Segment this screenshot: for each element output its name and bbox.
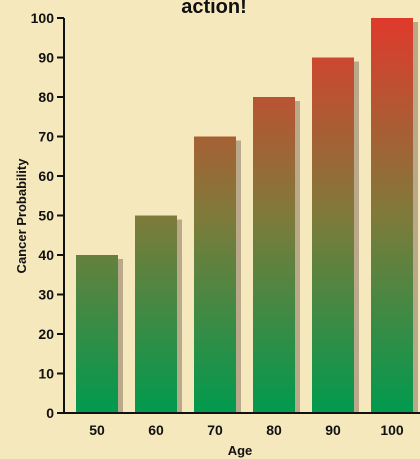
y-tick-label: 80 xyxy=(38,89,54,105)
x-axis-title: Age xyxy=(228,443,253,458)
y-tick-label: 0 xyxy=(46,405,54,421)
x-tick-label: 70 xyxy=(207,422,223,438)
bars xyxy=(76,18,413,413)
y-axis-ticks: 0 10 20 30 40 50 60 70 80 90 100 xyxy=(31,10,64,421)
bar-80 xyxy=(253,97,295,413)
bar-100 xyxy=(371,18,413,413)
x-axis-ticks: 50 60 70 80 90 100 xyxy=(89,422,404,438)
y-tick-label: 10 xyxy=(38,366,54,382)
x-tick-label: 60 xyxy=(148,422,164,438)
y-tick-label: 20 xyxy=(38,326,54,342)
y-axis-title: Cancer Probability xyxy=(14,158,29,274)
x-tick-label: 50 xyxy=(89,422,105,438)
y-tick-label: 60 xyxy=(38,168,54,184)
chart-title: action! xyxy=(181,0,247,18)
bar-shadows xyxy=(81,22,418,413)
bar-70 xyxy=(194,136,236,413)
x-tick-label: 90 xyxy=(325,422,341,438)
y-tick-label: 30 xyxy=(38,287,54,303)
y-tick-label: 100 xyxy=(31,10,55,26)
bar-60 xyxy=(135,215,177,413)
y-tick-label: 90 xyxy=(38,50,54,66)
y-tick-label: 70 xyxy=(38,129,54,145)
bar-90 xyxy=(312,57,354,413)
y-tick-label: 40 xyxy=(38,247,54,263)
bar-50 xyxy=(76,255,118,413)
y-tick-label: 50 xyxy=(38,208,54,224)
x-tick-label: 80 xyxy=(266,422,282,438)
x-tick-label: 100 xyxy=(380,422,404,438)
